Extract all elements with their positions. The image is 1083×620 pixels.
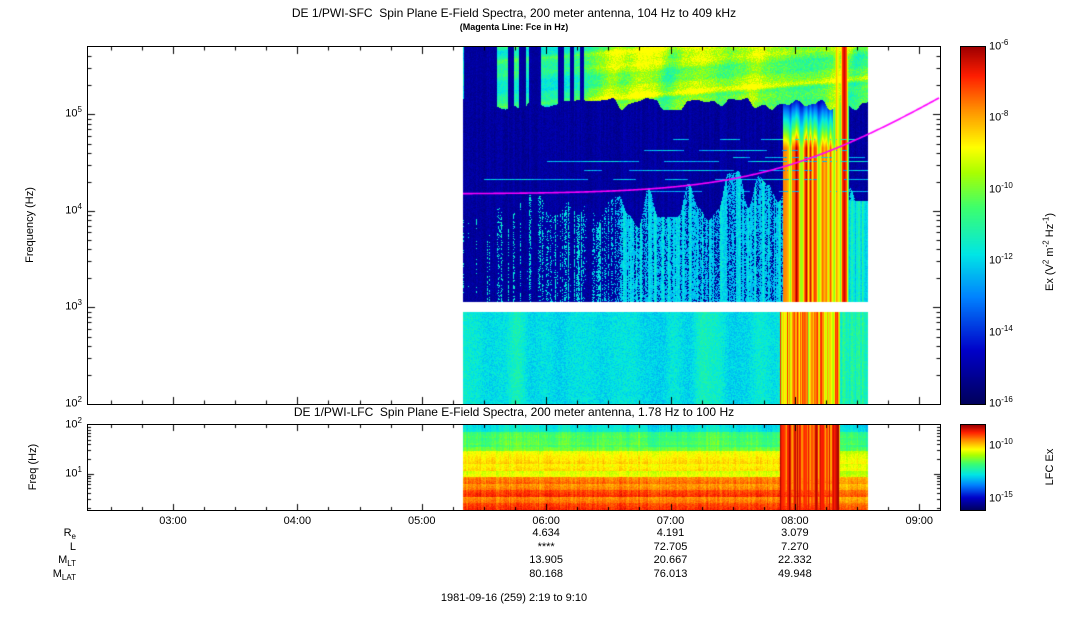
lfc-colorbar-label: LFC Ex [1044, 448, 1056, 486]
lfc-y-tick-label: 101 [65, 464, 82, 480]
sfc-colorbar-label: Ex (V2 m-2 Hz-1) [1041, 212, 1056, 292]
sfc-y-tick-label: 105 [65, 105, 82, 120]
date-range-label: 1981-09-16 (259) 2:19 to 9:10 [440, 592, 588, 604]
ephemeris-value: 49.948 [778, 567, 812, 580]
x-tick-label: 07:00 [656, 515, 685, 527]
sfc-colorbar [960, 46, 986, 405]
x-tick-label: 06:00 [532, 515, 560, 527]
lfc-title: DE 1/PWI-LFC Spin Plane E-Field Spectra,… [293, 405, 735, 419]
ephemeris-value: **** [537, 540, 555, 553]
ephemeris-value: 13.905 [529, 554, 563, 566]
x-tick-label: 09:00 [905, 515, 934, 527]
ephemeris-row-label: MLAT [52, 567, 76, 582]
sfc-colorbar-tick-label: 10-14 [989, 323, 1013, 339]
lfc-colorbar [960, 424, 986, 511]
sfc-y-tick-label: 103 [65, 298, 82, 313]
sfc-y-tick-label: 102 [65, 394, 82, 410]
ephemeris-value: 3.079 [781, 527, 809, 539]
sfc-colorbar-tick-label: 10-16 [989, 394, 1013, 410]
sfc-subtitle: (Magenta Line: Fce in Hz) [459, 22, 569, 32]
ephemeris-value: 7.270 [781, 540, 809, 553]
x-tick-label: 03:00 [159, 515, 187, 527]
ephemeris-value: 72.705 [653, 540, 688, 553]
lfc-y-axis-label: Freq (Hz) [27, 443, 39, 491]
sfc-y-tick-label: 104 [65, 201, 82, 217]
ephemeris-row-label: L [69, 540, 76, 553]
lfc-colorbar-tick-label: 10-10 [989, 437, 1013, 452]
sfc-y-axis-label: Frequency (Hz) [24, 187, 36, 263]
sfc-colorbar-tick-label: 10-12 [989, 252, 1013, 267]
x-tick-label: 05:00 [407, 515, 436, 527]
ephemeris-value: 76.013 [653, 567, 688, 580]
ephemeris-value: 4.634 [532, 527, 560, 539]
lfc-y-tick-label: 102 [65, 415, 82, 431]
ephemeris-row-label: MLT [58, 554, 76, 569]
sfc-title: DE 1/PWI-SFC Spin Plane E-Field Spectra,… [291, 6, 737, 20]
ephemeris-value: 20.667 [653, 554, 688, 566]
lfc-colorbar-tick-label: 10-15 [989, 490, 1013, 505]
sfc-colorbar-tick-label: 10-6 [989, 37, 1009, 53]
sfc-colorbar-tick-label: 10-10 [989, 180, 1013, 196]
lfc-spectrogram [87, 424, 941, 511]
ephemeris-row-label: Re [63, 527, 76, 542]
ephemeris-value: 22.332 [778, 554, 812, 566]
x-tick-label: 08:00 [781, 515, 809, 527]
ephemeris-value: 80.168 [529, 567, 563, 580]
ephemeris-value: 4.191 [656, 527, 685, 539]
sfc-colorbar-tick-label: 10-8 [989, 109, 1009, 124]
x-tick-label: 04:00 [283, 515, 312, 527]
sfc-spectrogram [87, 46, 941, 405]
